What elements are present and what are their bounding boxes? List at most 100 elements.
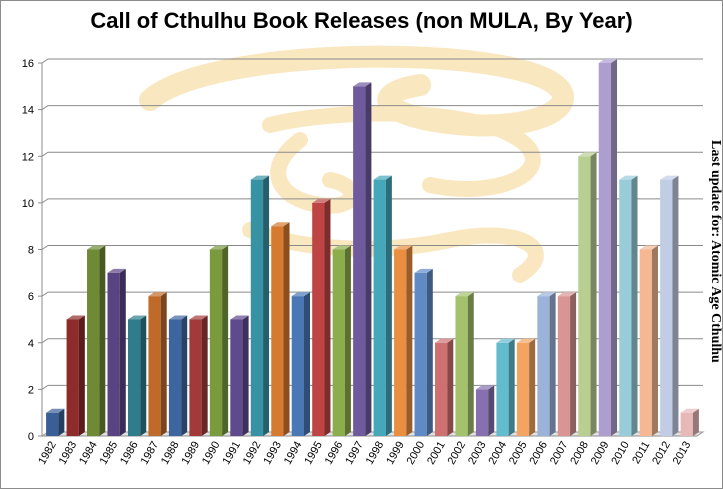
bar: [537, 292, 556, 436]
bar-front: [312, 202, 325, 436]
bar-side: [263, 175, 270, 436]
x-tick-label: 2011: [630, 440, 652, 466]
gridline: [41, 151, 703, 157]
gridline: [41, 291, 703, 297]
x-tick-label: 2003: [466, 440, 489, 467]
bar-front: [332, 249, 345, 436]
x-tick-label: 1988: [159, 440, 182, 467]
bar-top: [230, 315, 249, 320]
x-tick-label: 2005: [507, 440, 530, 467]
bar: [394, 245, 413, 436]
bar-front: [66, 319, 79, 436]
bar-side: [488, 385, 495, 436]
bar-top: [475, 385, 495, 390]
x-tick-label: 2002: [446, 440, 469, 467]
bar-front: [414, 272, 427, 436]
bar-side: [160, 292, 167, 436]
last-update-note: Last update for: Atomic Age Cthulhu: [708, 140, 723, 363]
bar-front: [189, 319, 202, 436]
x-tick-label: 1987: [139, 440, 162, 467]
bar-side: [570, 292, 577, 436]
bar-top: [660, 175, 679, 180]
bar-front: [46, 412, 59, 436]
bar-side: [467, 292, 474, 436]
x-tick-label: 2010: [609, 440, 632, 467]
bar-side: [283, 222, 290, 436]
bar-side: [119, 268, 126, 436]
bar-top: [353, 82, 372, 87]
x-tick-label: 1991: [220, 440, 243, 467]
bar-top: [87, 245, 106, 250]
y-tick-label: 4: [28, 338, 34, 350]
x-tick-label: 2009: [589, 440, 612, 467]
bar-side: [426, 268, 433, 436]
bar-top: [291, 292, 310, 297]
x-tick-label: 1989: [179, 440, 202, 467]
bar-front: [127, 319, 141, 436]
bar: [496, 338, 515, 436]
x-tick-label: 1983: [57, 440, 80, 467]
bar-front: [107, 272, 120, 436]
bar-top: [46, 408, 65, 413]
bar-front: [557, 296, 571, 436]
bar: [680, 408, 699, 436]
bar-front: [87, 249, 100, 436]
bar-side: [99, 245, 106, 436]
bar-side: [140, 315, 147, 436]
bar: [107, 268, 126, 436]
bar-front: [516, 342, 530, 436]
x-tick-label: 2008: [568, 440, 591, 467]
bar-front: [209, 249, 223, 436]
bar: [291, 292, 310, 436]
bar-side: [242, 315, 249, 436]
bar-top: [250, 175, 270, 180]
bar-side: [590, 152, 597, 436]
bar-top: [557, 292, 577, 297]
bar-front: [496, 342, 509, 436]
x-tick-label: 2004: [487, 440, 510, 467]
bar-side: [58, 408, 65, 436]
bar-top: [66, 315, 85, 320]
bar-side: [385, 175, 392, 436]
bar: [46, 408, 65, 436]
bar: [435, 338, 454, 436]
bar-top: [312, 198, 331, 203]
bar-front: [680, 412, 693, 436]
x-tick-label: 1994: [282, 440, 305, 467]
gridline: [41, 198, 703, 204]
x-tick-label: 1999: [384, 440, 407, 467]
bar: [127, 315, 147, 436]
x-tick-label: 1992: [241, 440, 264, 467]
bar-top: [332, 245, 351, 250]
gridline: [41, 245, 703, 250]
bar-front: [148, 296, 161, 436]
bar-side: [324, 198, 331, 436]
y-tick-label: 12: [22, 151, 34, 163]
x-tick-label: 1993: [261, 440, 284, 467]
bar-top: [496, 338, 515, 343]
bar-top: [680, 408, 699, 413]
bar-front: [537, 296, 550, 436]
y-tick-label: 14: [22, 105, 34, 117]
bar-side: [611, 59, 618, 436]
bar-side: [344, 245, 351, 436]
y-tick-label: 6: [28, 291, 34, 303]
bar: [168, 315, 188, 436]
bar-top: [373, 175, 392, 180]
x-tick-label: 2001: [425, 440, 448, 467]
bar: [660, 175, 679, 436]
bar-top: [168, 315, 188, 320]
bar-side: [222, 245, 229, 436]
bar: [312, 198, 331, 436]
bar-front: [598, 63, 612, 436]
x-tick-label: 1995: [302, 440, 325, 467]
gridline: [41, 338, 703, 344]
bar-front: [168, 319, 182, 436]
bar-side: [529, 338, 536, 436]
bar: [557, 292, 577, 436]
bar-side: [549, 292, 556, 436]
bar: [209, 245, 229, 436]
bar-top: [598, 59, 618, 63]
bar-top: [148, 292, 167, 297]
bar-top: [619, 175, 638, 180]
